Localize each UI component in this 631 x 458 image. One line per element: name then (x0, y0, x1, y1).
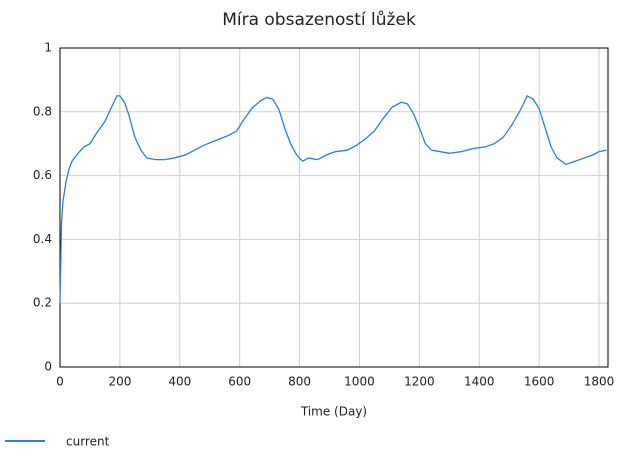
x-tick-label: 400 (168, 375, 191, 389)
y-tick-label: 0.8 (33, 104, 52, 118)
x-tick-label: 1000 (344, 375, 375, 389)
y-tick-label: 1 (44, 41, 52, 55)
legend-label: current (66, 435, 110, 449)
x-tick-label: 1800 (584, 375, 615, 389)
x-tick-label: 1600 (524, 375, 555, 389)
y-tick-label: 0.6 (33, 168, 52, 182)
x-tick-label: 0 (56, 375, 64, 389)
x-tick-label: 800 (288, 375, 311, 389)
x-tick-label: 200 (108, 375, 131, 389)
plot-frame (59, 47, 609, 368)
chart-title: Míra obsazeností lůžek (222, 10, 416, 30)
x-tick-label: 1200 (404, 375, 435, 389)
data-line (59, 94, 607, 304)
x-tick-label: 1400 (464, 375, 495, 389)
y-tick-label: 0.4 (33, 232, 52, 246)
x-tick-label: 600 (228, 375, 251, 389)
y-tick-label: 0 (44, 360, 52, 374)
y-tick-label: 0.2 (33, 296, 52, 310)
x-axis-label: Time (Day) (300, 405, 367, 419)
